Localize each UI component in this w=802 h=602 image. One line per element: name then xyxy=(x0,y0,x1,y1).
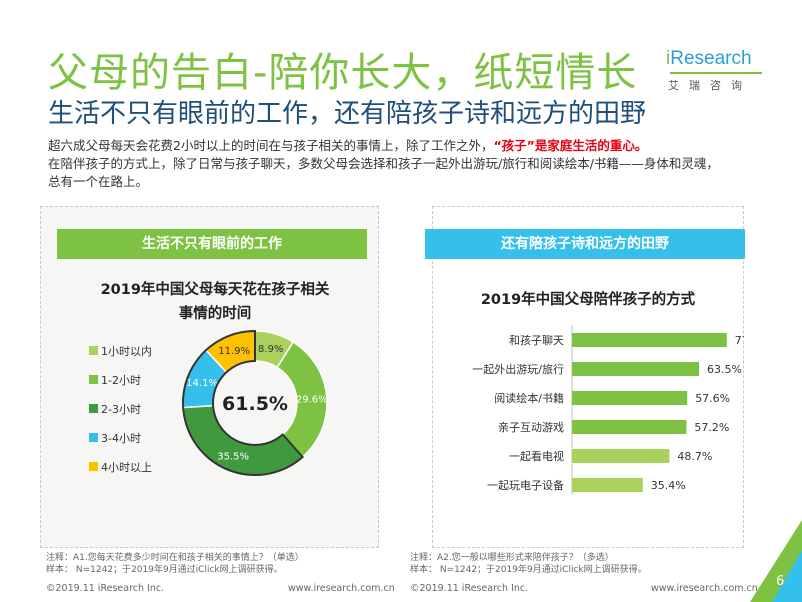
bar-category-label: 一起外出游玩/旅行 xyxy=(472,362,564,376)
right-banner: 还有陪孩子诗和远方的田野 xyxy=(425,229,745,259)
legend-item: 3-4小时 xyxy=(89,431,169,445)
donut-value-label: 29.6% xyxy=(296,394,328,405)
logo-underline xyxy=(670,72,762,74)
intro-line-1: 超六成父母每天会花费2小时以上的时间在与孩子相关的事情上，除了工作之外，“孩子”… xyxy=(48,138,648,153)
legend-label: 3-4小时 xyxy=(101,432,141,445)
donut-value-label: 11.9% xyxy=(218,346,250,357)
donut-value-label: 14.1% xyxy=(186,378,218,389)
bar-value-label: 77.4% xyxy=(735,334,744,347)
legend-swatch xyxy=(89,404,98,413)
legend-label: 2-3小时 xyxy=(101,403,141,416)
bar-value-label: 63.5% xyxy=(707,363,742,376)
legend-item: 2-3小时 xyxy=(89,402,169,416)
right-url: www.iresearch.com.cn xyxy=(651,583,758,594)
legend-item: 1-2小时 xyxy=(89,373,169,387)
intro-line-3: 总有一个在路上。 xyxy=(48,174,149,189)
page-number: 6 xyxy=(776,574,785,589)
legend-item: 1小时以内 xyxy=(89,344,169,358)
logo-chinese-name: 艾瑞咨询 xyxy=(668,79,752,92)
bar-value-label: 57.2% xyxy=(694,421,729,434)
bar xyxy=(572,478,643,492)
intro-highlight: “孩子”是家庭生活的重心。 xyxy=(493,138,648,153)
right-copyright: ©2019.11 iResearch Inc. xyxy=(410,583,529,594)
bar-chart: 和孩子聊天 77.4% 一起外出游玩/旅行 63.5% 阅读绘本/书籍 57.6% 亲子互动… xyxy=(472,325,744,495)
legend-swatch xyxy=(89,433,98,442)
bar-value-label: 57.6% xyxy=(695,392,730,405)
bar xyxy=(572,333,727,347)
donut-value-label: 35.5% xyxy=(217,452,249,463)
donut-value-label: 8.9% xyxy=(258,344,283,355)
page-title: 父母的告白-陪你长大，纸短情长 xyxy=(48,50,638,96)
left-footnote: 注释：A1.您每天花费多少时间在和孩子相关的事情上？（单选） 样本： N=124… xyxy=(46,553,304,575)
bar-category-label: 一起看电视 xyxy=(509,449,564,463)
left-banner: 生活不只有眼前的工作 xyxy=(57,229,367,259)
legend-label: 1-2小时 xyxy=(101,374,141,387)
left-url: www.iresearch.com.cn xyxy=(288,583,395,594)
bar xyxy=(572,391,688,405)
legend-label: 4小时以上 xyxy=(101,461,152,474)
donut-chart-title: 2019年中国父母每天花在孩子相关 事情的时间 xyxy=(100,282,330,322)
bar-value-label: 35.4% xyxy=(651,479,686,492)
corner-decoration xyxy=(750,520,802,602)
intro-line-2: 在陪伴孩子的方式上，除了日常与孩子聊天，多数父母会选择和孩子一起外出游玩/旅行和… xyxy=(48,156,719,171)
left-copyright: ©2019.11 iResearch Inc. xyxy=(46,583,165,594)
donut-chart: 8.9% 29.6% 35.5% 14.1% 11.9% 61.5% xyxy=(182,329,328,476)
bar-category-label: 一起玩电子设备 xyxy=(487,478,564,492)
bar-chart-title: 2019年中国父母陪伴孩子的方式 xyxy=(480,292,696,308)
bar-category-label: 亲子互动游戏 xyxy=(498,420,564,434)
right-footnote: 注释：A2.您一般以哪些形式来陪伴孩子？（多选） 样本： N=1242；于201… xyxy=(410,553,647,575)
bar-value-label: 48.7% xyxy=(677,450,712,463)
logo-wordmark: iResearch xyxy=(666,48,752,69)
iresearch-logo: iResearch 艾瑞咨询 xyxy=(666,44,766,100)
bar xyxy=(572,362,699,376)
donut-center-label: 61.5% xyxy=(222,393,288,415)
intro-paragraph: 超六成父母每天会花费2小时以上的时间在与孩子相关的事情上，除了工作之外，“孩子”… xyxy=(48,137,768,191)
legend-swatch xyxy=(89,462,98,471)
page-subtitle: 生活不只有眼前的工作，还有陪孩子诗和远方的田野 xyxy=(48,99,647,129)
bar-category-label: 和孩子聊天 xyxy=(509,333,564,347)
legend-label: 1小时以内 xyxy=(101,345,152,358)
bar xyxy=(572,449,670,463)
legend-item: 4小时以上 xyxy=(89,460,169,474)
bar-category-label: 阅读绘本/书籍 xyxy=(494,391,564,405)
legend-swatch xyxy=(89,346,98,355)
donut-highlight-outline xyxy=(182,329,305,476)
legend-swatch xyxy=(89,375,98,384)
bar xyxy=(572,420,687,434)
donut-slice xyxy=(182,404,304,476)
